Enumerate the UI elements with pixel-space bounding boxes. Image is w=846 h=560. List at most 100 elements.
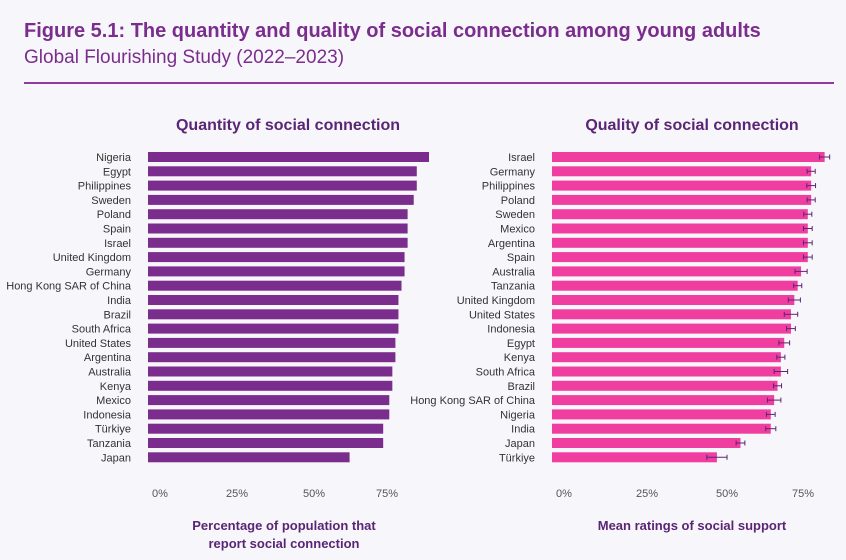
category-label-quality: Indonesia bbox=[487, 324, 536, 336]
bar-quality bbox=[552, 423, 771, 434]
category-label-quantity: Kenya bbox=[100, 381, 132, 393]
category-label-quality: Nigeria bbox=[500, 409, 536, 421]
category-label-quality: Philippines bbox=[482, 181, 536, 193]
bar-quantity bbox=[148, 452, 350, 463]
category-label-quality: Germany bbox=[490, 166, 536, 178]
bar-quantity bbox=[148, 180, 417, 191]
bar-quantity bbox=[148, 237, 408, 248]
x-axis-label-quantity: report social connection bbox=[209, 536, 360, 551]
x-axis-label-quality: Mean ratings of social support bbox=[598, 518, 787, 533]
bar-quality bbox=[552, 452, 717, 463]
bar-quantity bbox=[148, 352, 396, 363]
category-label-quality: Tanzania bbox=[491, 281, 536, 293]
bar-quality bbox=[552, 380, 778, 391]
category-label-quality: India bbox=[511, 424, 536, 436]
bar-quality bbox=[552, 352, 781, 363]
bar-quality bbox=[552, 166, 812, 177]
bar-quantity bbox=[148, 209, 408, 220]
bar-quality bbox=[552, 309, 791, 320]
x-tick-label-quantity: 0% bbox=[152, 488, 168, 500]
bar-quality bbox=[552, 266, 802, 277]
category-label-quantity: Indonesia bbox=[83, 409, 132, 421]
category-label-quantity: Germany bbox=[86, 266, 132, 278]
bar-quantity bbox=[148, 366, 393, 377]
category-label-quantity: United States bbox=[65, 338, 132, 350]
category-label-quality: United States bbox=[469, 309, 536, 321]
category-label-quality: Spain bbox=[507, 252, 535, 264]
bar-quality bbox=[552, 223, 808, 234]
x-tick-label-quality: 50% bbox=[716, 488, 738, 500]
category-label-quality: South Africa bbox=[476, 367, 536, 379]
title-divider bbox=[24, 82, 834, 84]
category-label-quantity: Japan bbox=[101, 452, 131, 464]
category-label-quantity: Tanzania bbox=[87, 438, 132, 450]
category-label-quality: Brazil bbox=[507, 381, 535, 393]
bar-quality bbox=[552, 180, 812, 191]
bar-quantity bbox=[148, 252, 405, 263]
bar-quantity bbox=[148, 166, 417, 177]
x-tick-label-quality: 75% bbox=[792, 488, 814, 500]
category-label-quality: Türkiye bbox=[499, 452, 535, 464]
category-label-quantity: Argentina bbox=[84, 352, 132, 364]
category-label-quantity: United Kingdom bbox=[53, 252, 131, 264]
category-label-quantity: India bbox=[107, 295, 132, 307]
bar-quantity bbox=[148, 337, 396, 348]
category-label-quantity: Egypt bbox=[103, 166, 131, 178]
bar-quality bbox=[552, 438, 741, 448]
x-tick-label-quantity: 75% bbox=[376, 488, 398, 500]
chart-title-quality: Quality of social connection bbox=[585, 117, 798, 134]
bar-quality bbox=[552, 323, 791, 334]
x-axis-label-quantity: Percentage of population that bbox=[192, 518, 376, 533]
category-label-quality: Australia bbox=[492, 266, 536, 278]
category-label-quantity: Brazil bbox=[103, 309, 131, 321]
bar-quantity bbox=[148, 295, 399, 305]
category-label-quality: Poland bbox=[501, 195, 535, 207]
bar-quality bbox=[552, 209, 808, 220]
bar-quantity bbox=[148, 309, 399, 320]
bar-quality bbox=[552, 280, 798, 291]
category-label-quantity: Nigeria bbox=[96, 152, 132, 164]
bar-quantity bbox=[148, 266, 405, 277]
bar-quality bbox=[552, 337, 785, 348]
bar-quantity bbox=[148, 380, 393, 391]
category-label-quality: Egypt bbox=[507, 338, 535, 350]
category-label-quantity: Sweden bbox=[91, 195, 131, 207]
category-label-quality: Sweden bbox=[495, 209, 535, 221]
category-label-quality: Argentina bbox=[488, 238, 536, 250]
bar-quality bbox=[552, 366, 781, 377]
bar-quantity bbox=[148, 438, 384, 448]
figure-title: Figure 5.1: The quantity and quality of … bbox=[24, 20, 761, 42]
bar-quantity bbox=[148, 409, 390, 420]
bar-quality bbox=[552, 395, 775, 406]
category-label-quantity: Poland bbox=[97, 209, 131, 221]
x-tick-label-quantity: 25% bbox=[226, 488, 248, 500]
chart-title-quantity: Quantity of social connection bbox=[176, 117, 400, 134]
category-label-quantity: Israel bbox=[104, 238, 131, 250]
category-label-quality: Mexico bbox=[500, 224, 535, 236]
bar-quantity bbox=[148, 280, 402, 291]
x-tick-label-quantity: 50% bbox=[303, 488, 325, 500]
category-label-quality: Kenya bbox=[504, 352, 536, 364]
category-label-quantity: Mexico bbox=[96, 395, 131, 407]
bar-quantity bbox=[148, 395, 390, 406]
x-tick-label-quality: 0% bbox=[556, 488, 572, 500]
bar-quantity bbox=[148, 323, 399, 334]
x-tick-label-quality: 25% bbox=[636, 488, 658, 500]
category-label-quantity: South Africa bbox=[72, 324, 132, 336]
bar-quantity bbox=[148, 223, 408, 234]
bar-quantity bbox=[148, 423, 384, 434]
bar-quality bbox=[552, 252, 808, 263]
bar-quality bbox=[552, 295, 795, 305]
bar-quality bbox=[552, 237, 808, 248]
bar-quantity bbox=[148, 152, 429, 162]
category-label-quality: Japan bbox=[505, 438, 535, 450]
category-label-quantity: Australia bbox=[88, 367, 132, 379]
category-label-quantity: Hong Kong SAR of China bbox=[6, 281, 132, 293]
category-label-quantity: Spain bbox=[103, 224, 131, 236]
bar-quality bbox=[552, 194, 812, 205]
bar-quality bbox=[552, 152, 825, 162]
category-label-quantity: Philippines bbox=[78, 181, 132, 193]
category-label-quality: Hong Kong SAR of China bbox=[410, 395, 536, 407]
bar-quality bbox=[552, 409, 771, 420]
